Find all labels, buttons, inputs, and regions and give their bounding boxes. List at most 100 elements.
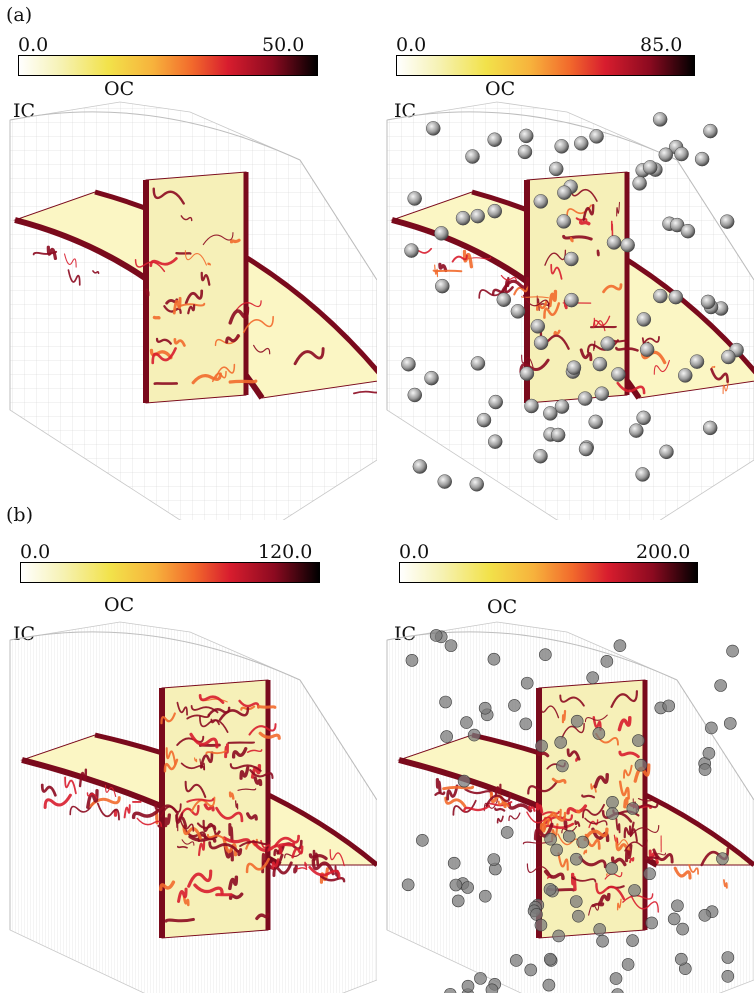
particle-sphere: [606, 807, 619, 820]
plume-structure: [134, 259, 166, 273]
plume-structure: [225, 334, 240, 344]
plume-structure: [186, 797, 215, 803]
plume-structure: [623, 764, 633, 779]
particle-sphere: [572, 909, 585, 923]
plume-structure: [526, 863, 553, 879]
plume-structure: [163, 758, 179, 773]
plume-structure: [251, 839, 283, 855]
particle-sphere: [469, 477, 484, 492]
particle-sphere: [548, 161, 564, 177]
plume-structure: [172, 296, 182, 315]
plume-structure: [291, 845, 304, 859]
plume-structure: [722, 379, 729, 395]
plume-structure: [566, 804, 588, 815]
panel-label-b: (b): [6, 504, 33, 526]
slice-boundary-layer: [471, 189, 754, 375]
particle-sphere: [543, 406, 558, 421]
plume-structure: [159, 880, 176, 892]
particle-sphere: [600, 655, 614, 668]
plume-structure: [64, 776, 77, 795]
particle-sphere: [564, 292, 579, 308]
particle-sphere: [675, 952, 688, 966]
particle-sphere: [592, 356, 608, 372]
particle-sphere: [500, 826, 514, 839]
plume-structure: [255, 912, 270, 921]
plume-structure: [688, 864, 699, 875]
plume-structure: [548, 289, 558, 308]
plume-structure: [182, 824, 202, 840]
particle-sphere: [588, 414, 603, 430]
plume-structure: [446, 784, 459, 801]
particle-sphere: [542, 978, 556, 992]
plume-structure: [618, 750, 640, 759]
particle-sphere: [444, 987, 457, 993]
plume-structure: [189, 732, 219, 749]
plume-structure: [500, 276, 530, 294]
plume-structure: [508, 812, 521, 822]
plume-structure: [616, 898, 622, 911]
plume-structure: [723, 879, 728, 889]
plume-structure: [190, 796, 216, 813]
particle-sphere: [594, 386, 610, 401]
plume-structure: [284, 851, 303, 859]
plume-structure: [451, 254, 468, 263]
particle-sphere: [534, 918, 548, 932]
plume-structure: [578, 855, 607, 869]
plume-structure: [526, 811, 553, 827]
plume-structure: [228, 791, 235, 800]
plume-structure: [673, 866, 692, 880]
plume-structure: [616, 381, 646, 395]
plume-structure: [208, 841, 239, 853]
plume-structure: [593, 340, 596, 351]
plume-structure: [239, 839, 271, 848]
plume-structure: [528, 805, 536, 812]
plume-structure: [228, 822, 234, 843]
particle-sphere: [434, 226, 449, 241]
particle-sphere: [562, 829, 576, 843]
plume-structure: [624, 843, 633, 863]
plume-structure: [575, 809, 581, 814]
particle-sphere: [518, 128, 534, 144]
plume-structure: [604, 871, 623, 880]
visualization-b-left: [9, 621, 377, 993]
plume-structure: [104, 784, 117, 798]
particle-sphere: [566, 360, 582, 375]
plume-structure: [218, 706, 250, 721]
plume-structure: [652, 848, 674, 864]
plume-structure: [304, 861, 308, 869]
particle-sphere: [714, 679, 727, 692]
plume-structure: [622, 893, 654, 903]
plume-structure: [246, 812, 258, 821]
particle-sphere: [519, 717, 533, 731]
plume-structure: [180, 762, 205, 771]
plume-structure: [245, 857, 270, 874]
plume-structure: [64, 253, 77, 268]
colorbar-max-a-right: 85.0: [640, 34, 683, 56]
particle-sphere: [606, 796, 619, 809]
particle-sphere: [626, 934, 639, 947]
plume-structure: [215, 363, 236, 379]
particle-sphere: [461, 881, 474, 894]
plume-structure: [152, 187, 185, 205]
plume-structure: [234, 800, 239, 810]
plume-structure: [561, 722, 585, 739]
plume-structure: [578, 220, 591, 226]
particle-sphere: [606, 235, 622, 250]
plume-structure: [69, 800, 95, 816]
particle-sphere: [667, 912, 681, 926]
plume-structure: [553, 329, 561, 336]
plume-structure: [584, 714, 608, 723]
plume-structure: [224, 743, 229, 759]
slice-boundary-layer: [94, 189, 377, 375]
plume-structure: [543, 869, 565, 881]
domain-edge-top: [386, 631, 678, 681]
particle-sphere: [645, 916, 658, 930]
oc-label-a-left: OC: [104, 78, 135, 100]
particle-sphere: [620, 237, 635, 253]
colorbar-max-b-right: 200.0: [636, 541, 691, 563]
particle-sphere: [653, 288, 668, 304]
particle-sphere: [460, 716, 473, 729]
plume-structure: [242, 315, 274, 334]
particle-sphere: [478, 889, 492, 903]
plume-structure: [507, 801, 533, 813]
